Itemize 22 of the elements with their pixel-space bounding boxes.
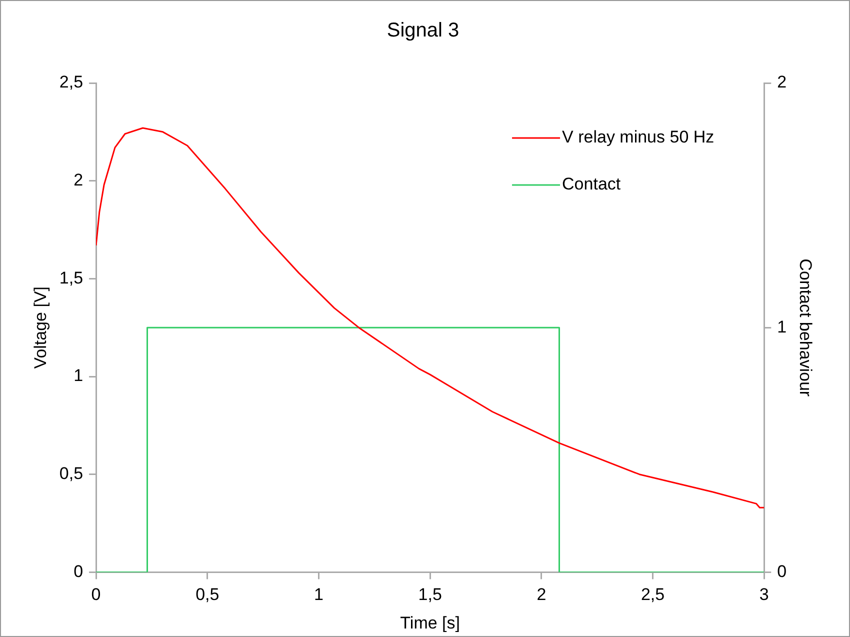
- x-tick-label: 0,5: [196, 585, 220, 604]
- x-tick-label: 0: [91, 585, 101, 604]
- x-tick-label: 2: [536, 585, 546, 604]
- legend-label: Contact: [562, 174, 621, 194]
- x-tick-label: 1: [314, 585, 324, 604]
- y-tick-label: 1,5: [59, 268, 84, 288]
- x-tick-label: 1,5: [418, 585, 442, 604]
- x-tick-label: 2,5: [640, 585, 665, 604]
- y2-tick-label: 0: [777, 562, 787, 581]
- y-tick-label: 0: [74, 562, 84, 581]
- x-tick-label: 3: [759, 585, 769, 604]
- x-axis-title: Time [s]: [400, 613, 460, 632]
- y-tick-label: 2: [74, 170, 84, 190]
- y-axis-title: Voltage [V]: [30, 286, 50, 369]
- y2-axis-title: Contact behaviour: [796, 258, 816, 397]
- y-tick-label: 0,5: [59, 464, 84, 484]
- y-tick-label: 1: [74, 366, 84, 386]
- chart-title: Signal 3: [386, 20, 460, 42]
- y2-tick-label: 1: [777, 317, 787, 336]
- y-tick-label: 2,5: [59, 72, 84, 92]
- legend-label: V relay minus 50 Hz: [562, 128, 714, 147]
- y2-tick-label: 2: [777, 72, 787, 92]
